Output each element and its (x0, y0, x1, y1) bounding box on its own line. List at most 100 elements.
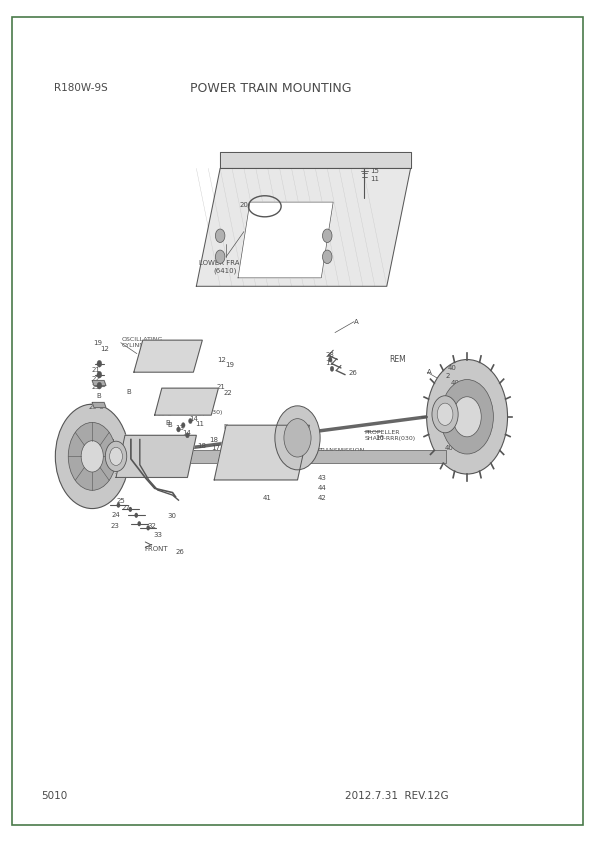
Polygon shape (92, 381, 106, 386)
Text: 11: 11 (182, 434, 191, 441)
Text: 8: 8 (126, 470, 131, 477)
Circle shape (129, 507, 132, 512)
Text: 3: 3 (241, 445, 246, 451)
Text: 27: 27 (122, 504, 131, 511)
Text: 34: 34 (196, 411, 205, 418)
Text: 9: 9 (130, 462, 135, 469)
Text: 41: 41 (440, 409, 449, 416)
Text: 21: 21 (91, 367, 100, 374)
Circle shape (134, 513, 138, 518)
Circle shape (68, 423, 116, 490)
Text: 17: 17 (299, 434, 308, 441)
Circle shape (275, 406, 320, 470)
Circle shape (437, 403, 453, 425)
Polygon shape (116, 435, 196, 477)
Text: TRANSMISSION
(030): TRANSMISSION (030) (318, 448, 365, 458)
Text: 18: 18 (209, 436, 218, 443)
Text: 40-11: 40-11 (445, 415, 465, 422)
Text: A: A (427, 369, 432, 376)
Circle shape (97, 371, 102, 378)
Polygon shape (134, 340, 202, 372)
Text: 14: 14 (189, 416, 198, 423)
Text: 19: 19 (225, 361, 234, 368)
Text: 5010: 5010 (42, 791, 68, 801)
Text: 2: 2 (445, 373, 449, 380)
Text: 19: 19 (93, 339, 102, 346)
Text: 2012.7.31  REV.12G: 2012.7.31 REV.12G (345, 791, 449, 801)
Circle shape (105, 441, 127, 472)
Circle shape (181, 423, 185, 428)
Text: 11: 11 (370, 176, 379, 183)
Text: 13: 13 (175, 424, 184, 431)
Text: 11: 11 (195, 421, 204, 428)
Text: B: B (223, 424, 228, 430)
Circle shape (186, 433, 189, 438)
Text: 23: 23 (114, 472, 123, 479)
Text: 40: 40 (447, 365, 456, 371)
Text: A: A (354, 318, 359, 325)
Circle shape (255, 224, 274, 251)
Text: 18: 18 (197, 443, 206, 450)
Circle shape (432, 396, 458, 433)
Polygon shape (214, 425, 309, 480)
Text: 43: 43 (318, 475, 327, 482)
Circle shape (146, 525, 150, 530)
Circle shape (117, 503, 120, 508)
Circle shape (427, 360, 508, 474)
Bar (125, 450, 446, 463)
Text: 1: 1 (110, 439, 115, 445)
Text: 40-13: 40-13 (445, 445, 465, 451)
Text: 17: 17 (211, 445, 220, 451)
Text: 10: 10 (172, 401, 181, 408)
Text: 40-2: 40-2 (451, 436, 466, 443)
Circle shape (284, 418, 311, 457)
Circle shape (441, 380, 493, 454)
Text: 40-12: 40-12 (451, 380, 471, 386)
Text: R180W-9S: R180W-9S (54, 83, 107, 93)
Text: 18: 18 (293, 426, 302, 433)
Text: REM: REM (389, 355, 406, 364)
Circle shape (330, 366, 334, 371)
Polygon shape (196, 168, 411, 286)
Text: B: B (126, 388, 131, 395)
Text: 22: 22 (91, 376, 100, 382)
Text: 25: 25 (116, 498, 125, 504)
Polygon shape (220, 152, 411, 168)
Text: 12: 12 (217, 356, 226, 363)
Circle shape (81, 440, 104, 472)
Text: 23: 23 (110, 523, 119, 530)
Text: B: B (96, 392, 101, 399)
Text: 20: 20 (239, 201, 248, 208)
Text: 44: 44 (318, 485, 327, 492)
Circle shape (189, 418, 192, 424)
Circle shape (97, 382, 102, 389)
Text: FRONT: FRONT (145, 546, 168, 552)
Text: 22: 22 (223, 390, 232, 397)
Text: 21: 21 (217, 384, 226, 391)
Circle shape (328, 357, 332, 362)
Circle shape (97, 360, 102, 367)
Text: 26: 26 (176, 548, 184, 555)
Text: 24: 24 (112, 512, 121, 519)
Text: 6: 6 (165, 437, 170, 444)
Text: OSCILLATING
CYLINDER(R030): OSCILLATING CYLINDER(R030) (122, 338, 174, 348)
Text: 11: 11 (325, 360, 334, 366)
Polygon shape (92, 402, 106, 408)
Text: 26: 26 (348, 370, 357, 376)
Text: OSCILLATING
CYLINDER(F030): OSCILLATING CYLINDER(F030) (171, 404, 223, 414)
Circle shape (322, 229, 332, 242)
Text: 33: 33 (154, 531, 162, 538)
Text: 30: 30 (168, 513, 177, 520)
Polygon shape (155, 388, 218, 415)
Text: 41: 41 (263, 495, 272, 502)
Text: 32: 32 (148, 523, 156, 530)
Circle shape (177, 427, 180, 432)
Text: 33: 33 (136, 443, 145, 450)
Text: 15: 15 (370, 168, 379, 174)
Text: 12: 12 (100, 345, 109, 352)
Text: 42: 42 (318, 495, 327, 502)
Circle shape (322, 250, 332, 264)
Circle shape (215, 229, 225, 242)
Text: 17: 17 (187, 450, 196, 456)
Circle shape (109, 447, 123, 466)
